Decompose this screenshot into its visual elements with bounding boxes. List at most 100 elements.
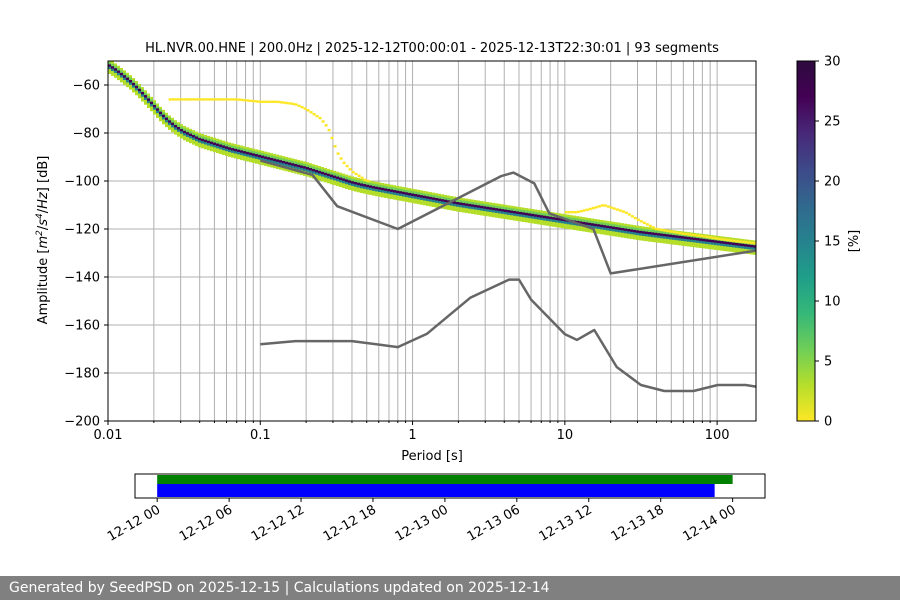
psd-bin <box>183 98 187 101</box>
psd-bin <box>198 98 202 101</box>
psd-bin <box>717 243 720 248</box>
psd-bin <box>243 151 246 156</box>
psd-bin <box>534 219 537 224</box>
psd-bin <box>459 207 462 213</box>
psd-bin <box>375 191 378 197</box>
psd-bin <box>618 232 621 238</box>
psd-bin <box>306 162 309 168</box>
psd-bin <box>648 236 651 242</box>
psd-bin <box>561 223 564 229</box>
psd-bin <box>657 237 660 243</box>
psd-bin <box>261 160 264 166</box>
psd-bin <box>252 99 256 103</box>
timeline-tick-label: 12-13 00 <box>393 502 451 544</box>
psd-bin <box>471 209 474 214</box>
psd-bin <box>732 244 735 250</box>
psd-bin <box>177 98 181 101</box>
psd-bin <box>162 119 165 125</box>
psd-bin <box>639 220 643 223</box>
psd-bin <box>222 98 226 101</box>
grid-lines <box>107 61 756 422</box>
psd-bin <box>366 179 370 183</box>
colorbar-tick-label: 15 <box>824 235 841 250</box>
psd-bin <box>708 236 712 239</box>
psd-bin <box>297 167 300 172</box>
psd-bin <box>300 165 303 171</box>
psd-bin <box>417 199 420 205</box>
psd-bin <box>582 226 585 232</box>
psd-bin <box>273 100 277 103</box>
psd-bin <box>189 98 193 101</box>
psd-bin <box>204 144 207 150</box>
psd-bin <box>180 133 183 139</box>
psd-bin <box>354 186 357 192</box>
psd-bin <box>414 191 417 197</box>
psd-bin <box>486 204 489 210</box>
psd-bin <box>396 193 399 198</box>
timeline-bars <box>157 475 733 497</box>
psd-bin <box>282 158 285 164</box>
psd-bin <box>666 234 669 240</box>
psd-bin <box>237 154 240 160</box>
psd-bin <box>228 98 232 101</box>
noise-models <box>259 159 756 393</box>
psd-bin <box>273 153 276 159</box>
psd-bin <box>726 246 729 252</box>
psd-bin <box>129 84 132 90</box>
psd-bin <box>462 207 465 213</box>
psd-bin <box>642 221 646 225</box>
psd-plot: 0.01 0.1 1 10 100 −60 −80 −100 −120 −140 −160 −180… <box>35 60 757 464</box>
psd-bin <box>312 171 315 177</box>
y-tick-label: −160 <box>64 319 100 334</box>
y-axis-label: Amplitude [m2/s4/Hz] [dB] <box>35 156 51 325</box>
y-tick-label: −200 <box>64 415 100 430</box>
psd-bin <box>738 248 741 253</box>
psd-bin <box>672 239 675 245</box>
psd-bin <box>444 204 447 210</box>
psd-bin <box>723 239 726 244</box>
psd-bin <box>381 182 384 188</box>
psd-bin <box>579 209 583 213</box>
psd-bin <box>192 139 195 145</box>
y-axis-label-part: s <box>36 219 51 226</box>
psd-bin <box>267 161 270 167</box>
psd-bin <box>570 211 574 214</box>
psd-bin <box>354 179 357 185</box>
timeline-ticks: 12-12 00 12-12 06 12-12 12 12-12 18 12-13 00… <box>105 498 739 545</box>
y-axis-label-part: 2 <box>35 230 45 236</box>
psd-bin <box>513 206 516 211</box>
timeline-tick-label: 12-13 12 <box>537 502 595 544</box>
psd-bin <box>618 209 622 212</box>
psd-bin <box>333 180 336 186</box>
psd-bin <box>654 227 657 233</box>
psd-bin <box>345 181 348 187</box>
psd-bin <box>648 224 652 228</box>
psd-bin <box>438 203 441 209</box>
psd-bin <box>354 172 358 176</box>
psd-bin <box>723 238 727 241</box>
psd-bin <box>174 129 177 135</box>
psd-bin <box>387 193 390 199</box>
psd-bin <box>177 131 180 137</box>
y-axis-label-part: / <box>36 208 51 213</box>
psd-bin <box>297 104 301 108</box>
psd-bin <box>327 178 330 184</box>
psd-bin <box>318 173 321 179</box>
psd-bin <box>417 189 420 195</box>
psd-bin <box>366 179 369 185</box>
psd-bin <box>597 205 601 208</box>
psd-bin <box>714 245 717 250</box>
psd-bin <box>741 248 744 254</box>
psd-bin <box>468 201 471 207</box>
psd-bin <box>555 222 558 228</box>
psd-bin <box>651 237 654 242</box>
psd-bin <box>186 136 189 142</box>
psd-bin <box>174 98 178 101</box>
psd-bin <box>591 206 595 210</box>
psd-bin <box>600 229 603 235</box>
y-tick-label: −60 <box>73 79 100 94</box>
psd-bin <box>597 224 600 230</box>
psd-bin <box>642 236 645 241</box>
psd-bin <box>666 229 670 233</box>
psd-bin <box>357 174 361 177</box>
